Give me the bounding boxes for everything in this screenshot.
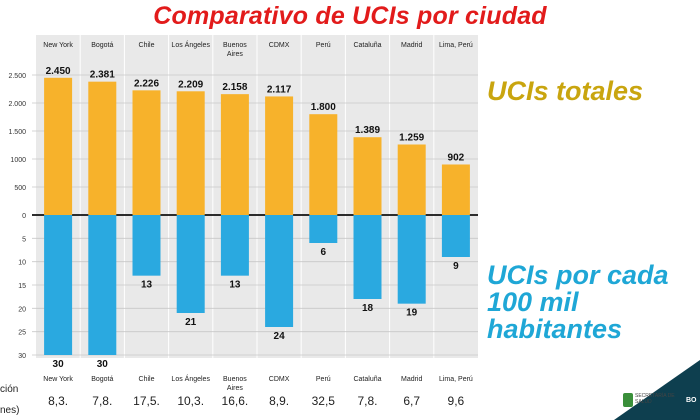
bottom-bar-value-label: 18 [362,303,374,314]
bottom-ytick-label: 15 [18,283,26,290]
top-bar-value-label: 2.450 [46,66,71,77]
top-bar-4 [220,94,249,215]
bottom-bar-7 [353,215,382,299]
bottom-category-label: Chile [139,376,155,383]
bottom-category-label: Los Ángeles [171,374,210,383]
bottom-bar-5 [265,215,294,327]
top-category-label: New York [43,42,73,49]
bottom-label-line1: UCIs por cada [487,260,669,290]
top-category-label: Bogotá [91,42,113,49]
population-value: 6,7 [403,394,421,408]
bottom-ytick-label: 20 [18,306,26,313]
bottom-bar-value-label: 30 [97,359,109,370]
top-bar-9 [441,164,470,215]
top-category-label: Lima, Perú [439,42,473,49]
bottom-ytick-label: 10 [18,260,26,267]
top-bar-2 [132,90,161,215]
top-bar-value-label: 2.158 [222,82,247,93]
population-value: 17,5. [133,394,160,408]
population-label-line1: ción [0,384,19,395]
top-bar-1 [88,81,117,215]
bottom-bar-6 [309,215,338,243]
bottom-bar-1 [88,215,117,355]
bottom-bar-0 [44,215,73,355]
bottom-label-line3: habitantes [487,314,623,344]
population-value: 8,3. [48,394,69,408]
shield-icon [623,393,633,407]
bottom-bar-4 [220,215,249,276]
bottom-category-label: Madrid [401,376,423,383]
bottom-bar-2 [132,215,161,276]
top-ytick-label: 500 [14,185,26,192]
population-value: 16,6. [221,394,249,408]
bottom-category-label: Buenos [223,376,247,383]
bottom-category-label: New York [43,376,73,383]
population-value: 32,5 [311,394,335,408]
top-bar-value-label: 902 [448,152,465,163]
bottom-category-label: Bogotá [91,376,113,383]
top-bar-3 [176,91,205,215]
bottom-category-label: CDMX [269,376,290,383]
top-bar-7 [353,137,382,215]
top-category-label-line2: Aires [227,51,243,58]
page-title: Comparativo de UCIs por ciudad [153,2,547,30]
bottom-bar-value-label: 30 [53,359,65,370]
top-bar-5 [265,96,294,215]
bottom-ytick-label: 30 [18,353,26,360]
bottom-category-label-line2: Aires [227,385,243,392]
bottom-bar-value-label: 13 [229,280,241,291]
bottom-bar-8 [397,215,426,304]
population-value: 9,6 [447,394,465,408]
population-label-line2: nes) [0,405,20,416]
top-bar-value-label: 2.117 [267,84,292,95]
top-series-label: UCIs totales [487,76,644,106]
top-category-label: Los Ángeles [171,40,210,49]
bottom-bar-3 [176,215,205,313]
logo-right-text: BO [686,397,697,404]
top-bar-value-label: 2.381 [90,70,115,81]
top-bar-value-label: 1.389 [355,125,380,136]
bottom-label-line2: 100 mil [487,287,579,317]
bottom-bar-value-label: 6 [321,247,327,258]
bottom-category-label: Lima, Perú [439,376,473,383]
bottom-bar-value-label: 19 [406,308,418,319]
top-category-label: Madrid [401,42,423,49]
population-value: 7,8. [92,394,113,408]
top-bar-value-label: 2.209 [178,79,203,90]
logo-text: SECRETARÍA DE SALUD [635,393,675,405]
bottom-ytick-label: 5 [22,236,26,243]
population-value: 10,3. [177,394,205,408]
bottom-bar-value-label: 13 [141,280,153,291]
bottom-bar-value-label: 24 [274,331,286,342]
bottom-category-label: Cataluña [353,376,381,383]
top-category-label: CDMX [269,42,290,49]
top-category-label: Perú [316,42,331,49]
bottom-bar-value-label: 9 [453,261,459,272]
top-category-label: Chile [139,42,155,49]
bottom-series-label: UCIs por cada 100 mil habitantes [487,262,697,343]
top-bar-value-label: 2.226 [134,78,159,89]
top-bar-6 [309,114,338,215]
top-bar-8 [397,144,426,215]
population-value: 8,9. [269,394,290,408]
population-value: 7,8. [357,394,378,408]
bottom-bar-9 [441,215,470,257]
top-bar-value-label: 1.259 [399,132,424,143]
bottom-category-label: Perú [316,376,331,383]
top-ytick-label: 2.500 [8,73,26,80]
top-category-label: Cataluña [353,42,381,49]
bottom-bar-value-label: 21 [185,317,197,328]
bottom-ytick-label: 25 [18,330,26,337]
top-ytick-label: 1.500 [8,129,26,136]
top-bar-0 [44,77,73,215]
top-ytick-label: 0 [22,213,26,220]
top-bar-value-label: 1.800 [311,102,336,113]
top-category-label: Buenos [223,42,247,49]
top-ytick-label: 1000 [10,157,26,164]
top-ytick-label: 2.000 [8,101,26,108]
